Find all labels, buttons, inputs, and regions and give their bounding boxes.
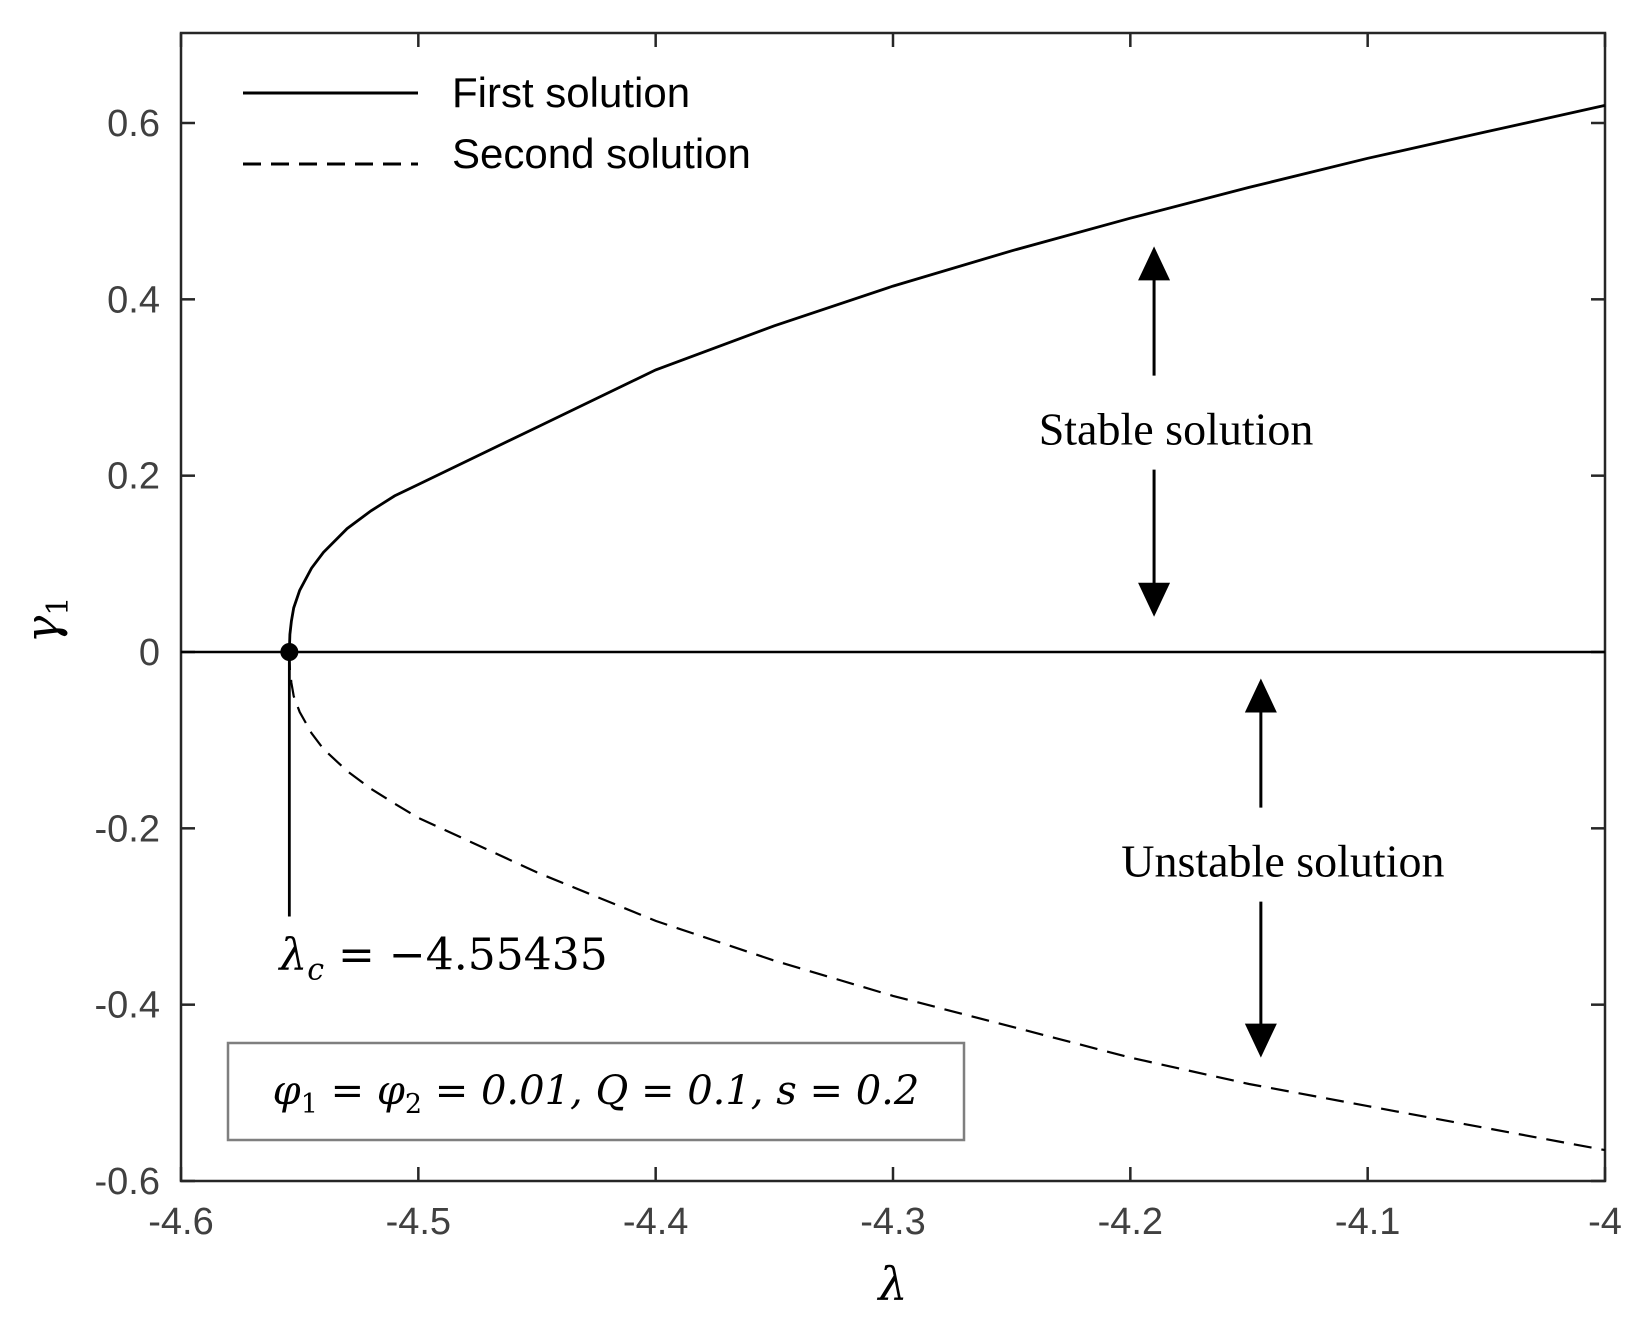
axis-ticks (179, 33, 1607, 1183)
x-tick-label: -4.3 (860, 1201, 925, 1243)
critical-lambda-value: = −4.55435 (324, 929, 608, 980)
param-eq-phi2: = φ (318, 1068, 405, 1114)
stable-solution-annotation: Stable solution (1039, 246, 1314, 617)
unstable-arrow-down-head (1244, 1023, 1277, 1058)
critical-lambda-symbol: λ (277, 929, 307, 980)
unstable-solution-annotation: Unstable solution (1121, 678, 1444, 1058)
critical-lambda-subscript: c (307, 952, 324, 987)
legend: First solution Second solution (243, 69, 751, 177)
svg-text:γ1: γ1 (15, 597, 76, 644)
stable-solution-label: Stable solution (1039, 404, 1314, 455)
stable-arrow-up-head (1138, 246, 1171, 281)
y-tick-label: 0 (139, 632, 160, 674)
y-tick-label: -0.2 (95, 808, 160, 850)
x-tick-label: -4.5 (386, 1201, 451, 1243)
y-axis-label-subscript: 1 (41, 597, 76, 616)
parameter-box: φ1 = φ2 = 0.01, Q = 0.1, s = 0.2 (226, 1041, 966, 1142)
critical-point-marker (280, 643, 299, 661)
stable-arrow-down-head (1138, 582, 1171, 617)
unstable-arrow-up-head (1244, 678, 1277, 713)
y-axis-label-symbol: γ (15, 615, 69, 643)
x-tick-label: -4.1 (1335, 1201, 1400, 1243)
legend-second-solution-label: Second solution (452, 130, 751, 177)
param-phi1: φ (273, 1068, 301, 1114)
y-tick-label: -0.6 (95, 1161, 160, 1203)
plot-frame (179, 31, 1607, 1183)
x-tick-label: -4.2 (1098, 1201, 1163, 1243)
param-phi2-sub: 2 (405, 1089, 422, 1120)
x-tick-label: -4.6 (148, 1201, 213, 1243)
param-phi1-sub: 1 (301, 1089, 318, 1120)
unstable-solution-label: Unstable solution (1121, 836, 1444, 887)
y-tick-label: 0.2 (107, 456, 160, 498)
y-tick-label: -0.4 (95, 985, 160, 1027)
y-tick-label: 0.6 (107, 103, 160, 145)
parameter-text: φ1 = φ2 = 0.01, Q = 0.1, s = 0.2 (273, 1068, 920, 1120)
x-tick-labels: -4.6 -4.5 -4.4 -4.3 -4.2 -4.1 -4 (148, 1201, 1622, 1243)
y-tick-labels: -0.6 -0.4 -0.2 0 0.2 0.4 0.6 (95, 103, 160, 1203)
x-tick-label: -4 (1588, 1201, 1622, 1243)
first-solution-curve (287, 104, 1606, 653)
y-axis-label: γ1 (15, 597, 76, 644)
y-tick-label: 0.4 (107, 279, 160, 321)
x-tick-label: -4.4 (623, 1201, 688, 1243)
critical-value-label: λc = −4.55435 (277, 929, 607, 987)
parameter-box-frame (226, 1041, 966, 1142)
x-axis-label: λ (876, 1257, 907, 1311)
param-rest: = 0.01, Q = 0.1, s = 0.2 (422, 1068, 919, 1114)
legend-first-solution-label: First solution (452, 69, 690, 116)
